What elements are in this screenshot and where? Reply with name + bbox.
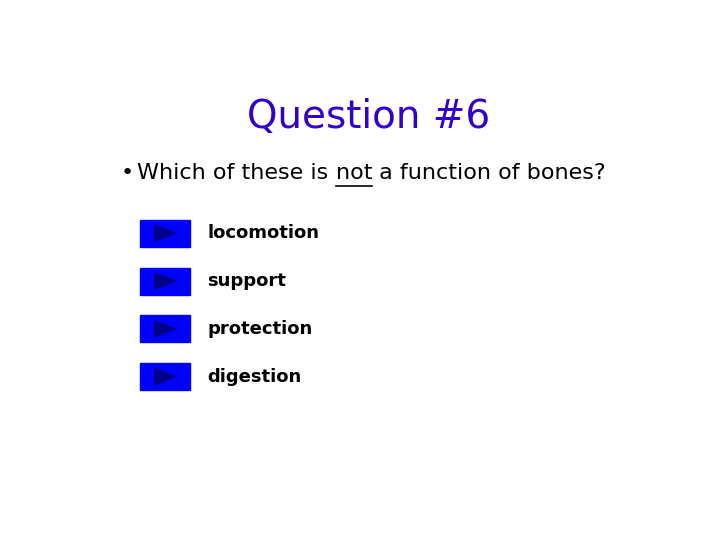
- Bar: [140, 363, 190, 390]
- Text: support: support: [207, 272, 286, 290]
- Text: a function of bones?: a function of bones?: [372, 163, 606, 183]
- Text: digestion: digestion: [207, 368, 302, 386]
- Polygon shape: [155, 225, 176, 241]
- Polygon shape: [155, 321, 176, 337]
- Bar: [140, 220, 190, 247]
- Text: locomotion: locomotion: [207, 224, 319, 242]
- Text: Question #6: Question #6: [248, 98, 490, 136]
- Text: protection: protection: [207, 320, 312, 338]
- Text: Which of these is: Which of these is: [138, 163, 336, 183]
- Bar: [140, 315, 190, 342]
- Text: •: •: [121, 163, 134, 183]
- Polygon shape: [155, 273, 176, 289]
- Text: not: not: [336, 163, 372, 183]
- Polygon shape: [155, 368, 176, 385]
- Bar: [140, 267, 190, 294]
